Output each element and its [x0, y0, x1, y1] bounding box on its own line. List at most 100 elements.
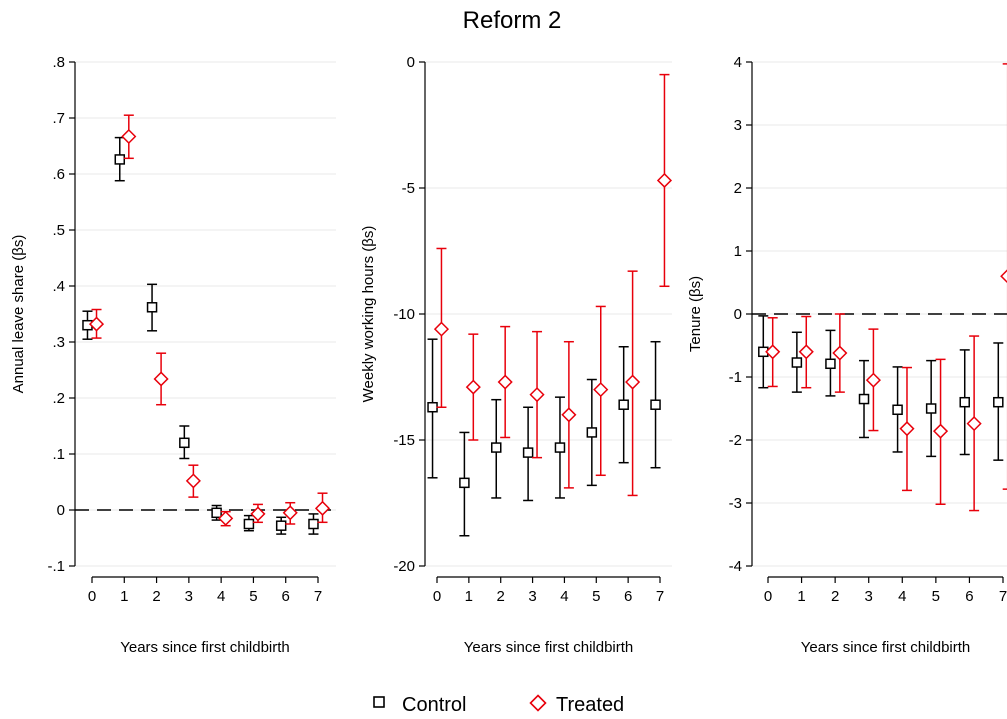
data-point-diamond [433, 321, 450, 337]
x-tick-label: 0 [88, 588, 96, 605]
y-tick-label: -15 [393, 432, 415, 449]
data-point-square [275, 520, 287, 531]
x-tick-label: 1 [120, 588, 128, 605]
data-point-diamond [529, 387, 545, 403]
x-axis-title: Years since first childbirth [464, 639, 634, 656]
y-tick-label: -4 [729, 558, 742, 575]
data-point-square [114, 154, 126, 165]
x-tick-label: 6 [624, 588, 632, 605]
x-tick-label: 4 [898, 588, 906, 605]
y-tick-label: -3 [729, 495, 742, 512]
data-point-square [554, 442, 566, 453]
x-tick-label: 4 [560, 588, 568, 605]
x-tick-label: 3 [528, 588, 536, 605]
data-point-diamond [1000, 269, 1007, 284]
data-point-square [146, 302, 158, 313]
data-point-diamond [899, 421, 915, 437]
x-tick-label: 6 [965, 588, 973, 605]
x-tick-label: 2 [152, 588, 160, 605]
legend-treated-marker [529, 694, 547, 712]
y-tick-label: 0 [734, 306, 742, 323]
x-tick-label: 5 [932, 588, 940, 605]
x-tick-label: 5 [592, 588, 600, 605]
data-point-square [522, 447, 534, 458]
data-point-square [825, 358, 836, 370]
data-point-square [892, 404, 903, 416]
data-point-diamond [625, 374, 641, 390]
x-tick-label: 7 [314, 588, 322, 605]
x-tick-label: 1 [797, 588, 805, 605]
data-point-diamond [561, 407, 577, 423]
data-point-square [925, 403, 937, 414]
x-tick-label: 0 [764, 588, 772, 605]
data-point-diamond [314, 500, 331, 516]
y-tick-label: .5 [52, 222, 65, 239]
x-tick-label: 7 [656, 588, 664, 605]
data-point-diamond [798, 344, 814, 360]
data-point-square [586, 427, 598, 438]
data-point-diamond [497, 374, 513, 390]
series-treated [765, 63, 1007, 512]
y-tick-label: 3 [734, 117, 742, 134]
y-tick-label: .4 [52, 278, 65, 295]
data-point-diamond [153, 371, 169, 387]
data-point-square [427, 401, 438, 413]
panel-annual-leave-share: -.1 0 .1 .2 .3 .4 .5 .6 .7 .8 0 1 2 3 4 5 6 7 Years since … [10, 54, 336, 656]
data-point-square [491, 442, 502, 453]
data-point-diamond [865, 372, 881, 388]
y-axis-title: Annual leave share (βs) [10, 235, 27, 394]
x-tick-label: 5 [249, 588, 257, 605]
y-tick-label: .6 [52, 166, 65, 183]
data-point-diamond [185, 473, 201, 489]
y-tick-label: 0 [57, 502, 65, 519]
y-axis-title: Weekly working hours (βs) [360, 226, 377, 403]
series-treated [433, 73, 673, 497]
y-tick-label: .2 [52, 390, 65, 407]
data-point-diamond [765, 344, 781, 360]
x-tick-label: 0 [433, 588, 441, 605]
x-tick-label: 2 [831, 588, 839, 605]
data-point-square [459, 477, 470, 489]
series-control [758, 315, 1004, 461]
x-tick-label: 2 [497, 588, 505, 605]
y-tick-label: -2 [729, 432, 742, 449]
data-point-square [618, 399, 629, 410]
data-point-diamond [282, 505, 298, 521]
data-point-square [858, 393, 870, 405]
y-tick-label: .8 [52, 54, 65, 71]
legend-control-label: Control [402, 694, 466, 716]
x-tick-label: 3 [865, 588, 873, 605]
x-tick-label: 4 [217, 588, 225, 605]
y-tick-label: -10 [393, 306, 415, 323]
legend-control-marker [373, 696, 385, 708]
data-point-square [243, 518, 255, 530]
x-axis-title: Years since first childbirth [801, 639, 971, 656]
data-point-diamond [121, 128, 137, 145]
data-point-square [650, 399, 661, 410]
data-point-diamond [218, 510, 234, 526]
data-point-diamond [656, 172, 673, 189]
y-tick-label: .3 [52, 334, 65, 351]
x-tick-label: 1 [465, 588, 473, 605]
y-tick-label: 4 [734, 54, 742, 71]
data-point-square [211, 507, 222, 519]
legend-treated-label: Treated [556, 694, 624, 716]
series-control [427, 338, 661, 537]
y-tick-label: -5 [402, 180, 415, 197]
y-tick-label: -.1 [47, 558, 65, 575]
data-point-diamond [250, 506, 266, 522]
legend: Control Treated [373, 694, 624, 716]
data-point-diamond [832, 345, 848, 361]
data-point-diamond [932, 423, 949, 439]
series-treated [88, 114, 331, 527]
data-point-diamond [465, 379, 481, 395]
x-axis-title: Years since first childbirth [120, 639, 290, 656]
x-tick-label: 7 [999, 588, 1007, 605]
data-point-square [993, 396, 1004, 408]
y-tick-label: .1 [52, 446, 65, 463]
x-tick-label: 6 [282, 588, 290, 605]
data-point-diamond [966, 416, 982, 432]
y-tick-label: 2 [734, 180, 742, 197]
series-control [82, 136, 319, 535]
